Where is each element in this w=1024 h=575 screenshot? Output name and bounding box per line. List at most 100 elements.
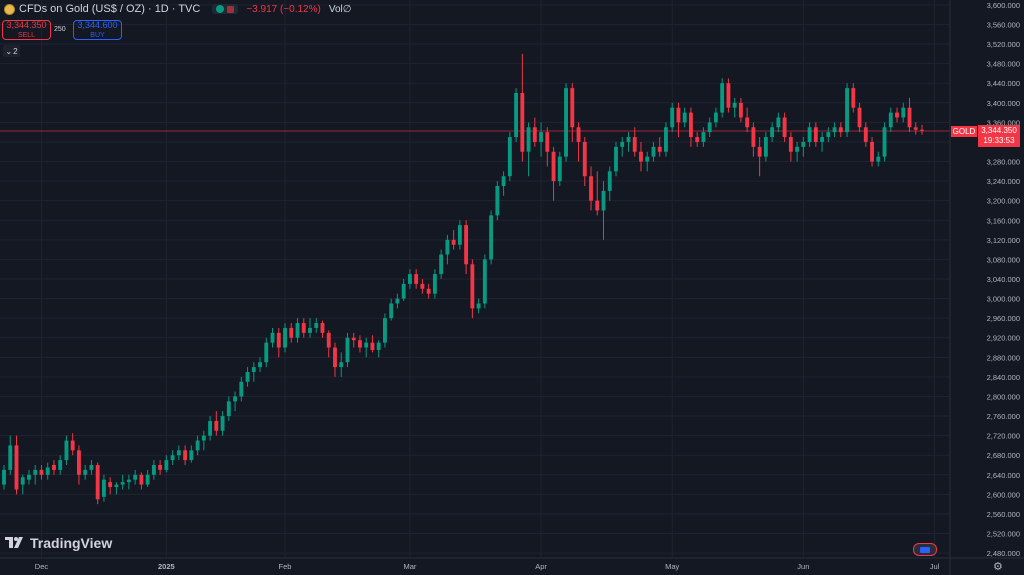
candle-body xyxy=(251,367,256,372)
candle xyxy=(826,127,831,142)
candle xyxy=(345,332,350,368)
symbol-price-tag: GOLD xyxy=(951,126,977,137)
candle xyxy=(376,340,381,358)
candle xyxy=(870,137,874,167)
y-tick-label: 3,360.000 xyxy=(987,118,1020,127)
buy-button[interactable]: 3,344.600 BUY xyxy=(73,20,122,40)
candle-body xyxy=(420,283,425,289)
candle xyxy=(464,220,469,275)
candle-body xyxy=(745,117,750,128)
candle xyxy=(151,460,156,480)
candle-body xyxy=(320,323,325,333)
chevron-down-icon: ⌄ xyxy=(5,46,13,56)
candle-body xyxy=(195,440,200,451)
candle xyxy=(713,107,718,128)
candle-body xyxy=(782,117,787,138)
candle xyxy=(14,435,19,495)
candle xyxy=(664,122,668,157)
candle-body xyxy=(289,327,294,338)
candle xyxy=(170,450,175,465)
candle xyxy=(507,132,512,182)
candle xyxy=(101,474,106,502)
candle xyxy=(788,132,793,162)
candle xyxy=(476,298,481,314)
gold-coin-icon xyxy=(4,3,15,15)
candle xyxy=(701,127,706,147)
candle-body xyxy=(813,127,818,142)
candle-body xyxy=(645,156,650,162)
candle xyxy=(851,83,856,113)
candle xyxy=(782,112,787,142)
indicators-collapse-button[interactable]: ⌄ 2 xyxy=(3,45,20,57)
candle xyxy=(763,132,768,162)
candle-body xyxy=(126,479,131,483)
y-tick-label: 2,840.000 xyxy=(987,373,1020,382)
candle-body xyxy=(52,465,56,470)
y-tick-label: 3,240.000 xyxy=(987,177,1020,186)
candle xyxy=(407,269,412,289)
candle xyxy=(114,482,119,495)
candle-body xyxy=(757,146,762,157)
candle-body xyxy=(151,465,156,475)
candle xyxy=(145,469,150,488)
candle-body xyxy=(139,474,144,485)
candle-body xyxy=(226,401,231,417)
sell-button[interactable]: 3,344.350 SELL xyxy=(2,20,51,40)
candle xyxy=(532,117,537,147)
y-tick-label: 2,960.000 xyxy=(987,314,1020,323)
candle xyxy=(426,283,431,299)
candle xyxy=(682,107,687,128)
candle-body xyxy=(701,132,706,142)
candle xyxy=(545,127,550,167)
candle-body xyxy=(726,83,731,108)
y-tick-label: 2,600.000 xyxy=(987,490,1020,499)
candle xyxy=(601,181,606,240)
candle-body xyxy=(70,440,75,451)
candle xyxy=(333,342,337,377)
flag-button[interactable] xyxy=(913,543,937,556)
candle-body xyxy=(108,482,113,488)
candle-body xyxy=(620,141,625,147)
candle-body xyxy=(507,137,512,177)
y-tick-label: 3,080.000 xyxy=(987,255,1020,264)
candle xyxy=(326,330,331,358)
sell-price: 3,344.350 xyxy=(6,19,47,30)
y-tick-label: 2,680.000 xyxy=(987,451,1020,460)
candle xyxy=(176,445,181,461)
candle-body xyxy=(614,146,618,172)
symbol-title[interactable]: CFDs on Gold (US$ / OZ) · 1D · TVC xyxy=(19,3,201,15)
candle xyxy=(283,323,287,353)
market-status-icon[interactable] xyxy=(212,4,239,14)
candle xyxy=(439,249,444,279)
candle-body xyxy=(133,474,138,480)
tradingview-wordmark: TradingView xyxy=(30,535,113,551)
price-axis[interactable]: 2,480.000 2,520.000 2,560.000 2,600.000 2,64… xyxy=(987,1,1020,558)
candle xyxy=(570,83,575,142)
time-axis[interactable]: Dec2025FebMarAprMayJunJulAug xyxy=(35,562,1024,571)
settings-icon[interactable]: ⚙ xyxy=(993,561,1003,573)
candle xyxy=(582,137,587,186)
candle-body xyxy=(470,264,475,309)
candle-body xyxy=(445,239,450,255)
candle-body xyxy=(301,323,306,333)
candle xyxy=(501,171,506,196)
tradingview-logo[interactable]: TradingView xyxy=(5,535,112,551)
candle-body xyxy=(2,469,6,485)
y-tick-label: 2,760.000 xyxy=(987,412,1020,421)
candle-body xyxy=(33,469,38,475)
candle xyxy=(620,137,625,157)
candle xyxy=(895,107,899,123)
candle-body xyxy=(670,107,675,128)
candle xyxy=(589,166,593,211)
candle-body xyxy=(520,93,525,152)
candle-body xyxy=(183,450,188,461)
candle xyxy=(45,462,50,480)
candle-body xyxy=(276,332,281,348)
last-price-value: 3,344.350 xyxy=(981,126,1017,135)
candle xyxy=(676,102,681,138)
candle xyxy=(632,127,637,157)
volume-label: Vol∅ xyxy=(328,3,352,15)
chart-legend: CFDs on Gold (US$ / OZ) · 1D · TVC −3.91… xyxy=(4,3,351,15)
x-tick-label: Feb xyxy=(279,562,292,571)
